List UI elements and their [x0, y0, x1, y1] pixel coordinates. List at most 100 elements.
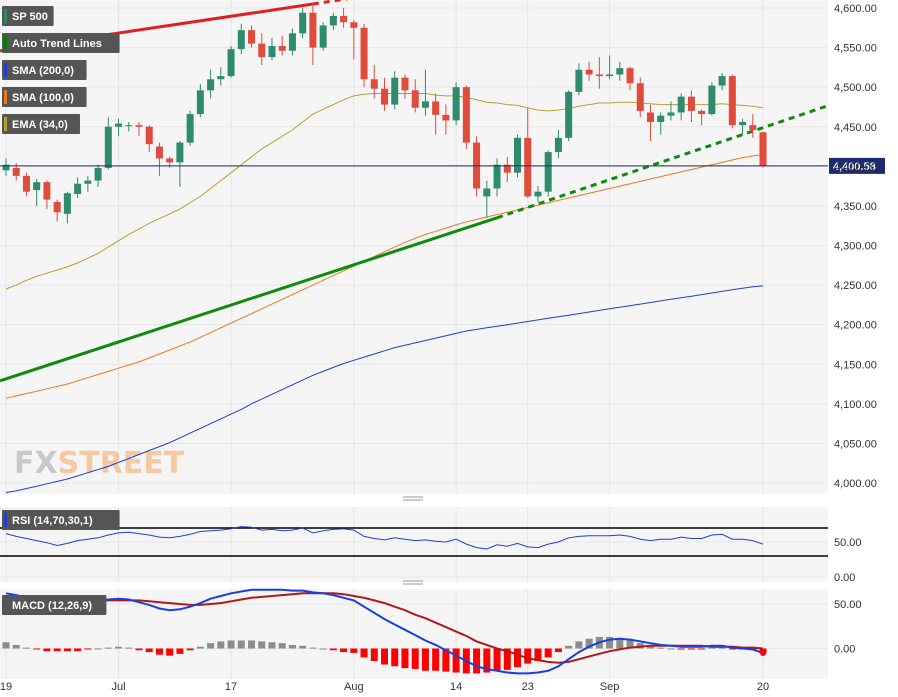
- candlestick-series: [2, 4, 767, 224]
- macd-histogram-bar: [421, 648, 429, 671]
- candle-body: [207, 79, 215, 91]
- rsi-tick-label: 50.00: [834, 537, 862, 549]
- macd-tick-label: 50.00: [834, 599, 862, 611]
- candle-body: [186, 114, 194, 143]
- candle-body: [248, 30, 256, 44]
- date-tick-label: Aug: [344, 681, 364, 693]
- macd-histogram-bar: [43, 648, 51, 652]
- date-tick-label: 14: [450, 681, 462, 693]
- candle-body: [728, 76, 736, 126]
- macd-histogram-bar: [452, 648, 460, 673]
- date-tick-label: 20: [757, 681, 769, 693]
- candle-body: [677, 96, 685, 113]
- macd-histogram-bar: [2, 642, 10, 649]
- date-tick-label: 23: [522, 681, 534, 693]
- support-trend-line: [0, 216, 498, 383]
- price-tick-label: 4,500.00: [834, 82, 877, 94]
- price-tick-label: 4,250.00: [834, 280, 877, 292]
- price-tick-label: 4,050.00: [834, 438, 877, 450]
- macd-tick-label: 0.00: [834, 644, 855, 656]
- price-tick-label: 4,400.00: [834, 161, 877, 173]
- macd-histogram-bar: [166, 648, 174, 656]
- macd-histogram-bar: [667, 648, 675, 650]
- candle-body: [340, 15, 348, 23]
- price-tick-label: 4,200.00: [834, 320, 877, 332]
- rsi-line: [5, 526, 764, 550]
- candle-body: [534, 191, 542, 197]
- candle-body: [442, 114, 450, 121]
- price-tick-label: 4,100.00: [834, 399, 877, 411]
- rsi-tick-label: 0.00: [834, 572, 855, 584]
- legend-label: SP 500: [12, 11, 48, 23]
- macd-histogram-bar: [544, 648, 552, 658]
- macd-histogram-bar: [626, 640, 634, 649]
- macd-histogram-bar: [401, 648, 409, 669]
- macd-histogram-bar: [145, 648, 153, 653]
- macd-histogram-bar: [176, 648, 184, 654]
- candle-body: [391, 77, 399, 105]
- candle-body: [74, 183, 82, 195]
- candle-body: [370, 79, 378, 89]
- macd-histogram-bar: [728, 648, 736, 650]
- candle-body: [84, 180, 92, 184]
- candle-body: [288, 33, 296, 51]
- candle-body: [217, 76, 225, 80]
- macd-histogram-bar: [524, 648, 532, 664]
- legend-label: Auto Trend Lines: [12, 38, 102, 50]
- candle-body: [493, 164, 501, 189]
- candle-body: [278, 46, 286, 51]
- candle-body: [718, 76, 726, 86]
- macd-histogram-bar: [268, 642, 276, 649]
- legend-color-swatch: [4, 63, 7, 77]
- support-trend-projection: [496, 104, 829, 220]
- macd-histogram-bar: [554, 648, 562, 653]
- price-tick-label: 4,150.00: [834, 359, 877, 371]
- legend-box: [2, 114, 80, 134]
- legend-box: [2, 595, 107, 615]
- rsi-y-axis: 0.00 50.00: [834, 537, 862, 584]
- macd-histogram-bar: [186, 648, 194, 651]
- legend-color-swatch: [4, 598, 7, 612]
- date-tick-label: 17: [225, 681, 237, 693]
- date-tick-label: Sep: [600, 681, 620, 693]
- macd-histogram-bar: [288, 644, 296, 649]
- candle-body: [135, 125, 143, 127]
- candle-body: [2, 164, 10, 171]
- candle-body: [104, 126, 112, 168]
- candle-body: [759, 132, 767, 166]
- fxstreet-watermark-logo: FXSTREET: [14, 446, 185, 481]
- macd-histogram-bar: [514, 648, 521, 668]
- macd-histogram-bar: [370, 648, 378, 661]
- candle-body: [554, 137, 562, 153]
- macd-histogram-bar: [63, 648, 71, 652]
- macd-histogram-bar: [657, 647, 665, 649]
- candle-body: [636, 83, 644, 111]
- candle-body: [626, 68, 634, 84]
- legend-label: SMA (100,0): [12, 92, 74, 104]
- macd-histogram-bar: [12, 644, 20, 649]
- macd-line: [5, 588, 764, 675]
- macd-histogram-bar: [698, 648, 706, 650]
- candle-body: [452, 87, 460, 121]
- candle-body: [585, 69, 593, 75]
- candle-body: [483, 188, 491, 197]
- macd-histogram-bar: [646, 645, 654, 649]
- macd-histogram-bar: [473, 648, 481, 674]
- candle-body: [575, 69, 583, 92]
- macd-pane-resize-handle[interactable]: [403, 580, 423, 585]
- macd-histogram-bar: [94, 648, 102, 650]
- macd-histogram-bar: [391, 648, 399, 667]
- macd-histogram-bar: [616, 637, 624, 649]
- candle-body: [145, 126, 153, 145]
- macd-histogram-bar: [196, 646, 204, 649]
- macd-histogram-bar: [227, 640, 235, 649]
- legend-entry: SMA (100,0): [2, 87, 87, 107]
- legend-box: [2, 60, 87, 80]
- legend-entry: SMA (200,0): [2, 60, 87, 80]
- macd-histogram-bar: [104, 647, 112, 649]
- candle-body: [94, 167, 102, 181]
- rsi-pane-resize-handle[interactable]: [403, 496, 423, 501]
- candle-body: [319, 25, 327, 48]
- candle-body: [646, 112, 654, 122]
- candle-body: [237, 30, 245, 50]
